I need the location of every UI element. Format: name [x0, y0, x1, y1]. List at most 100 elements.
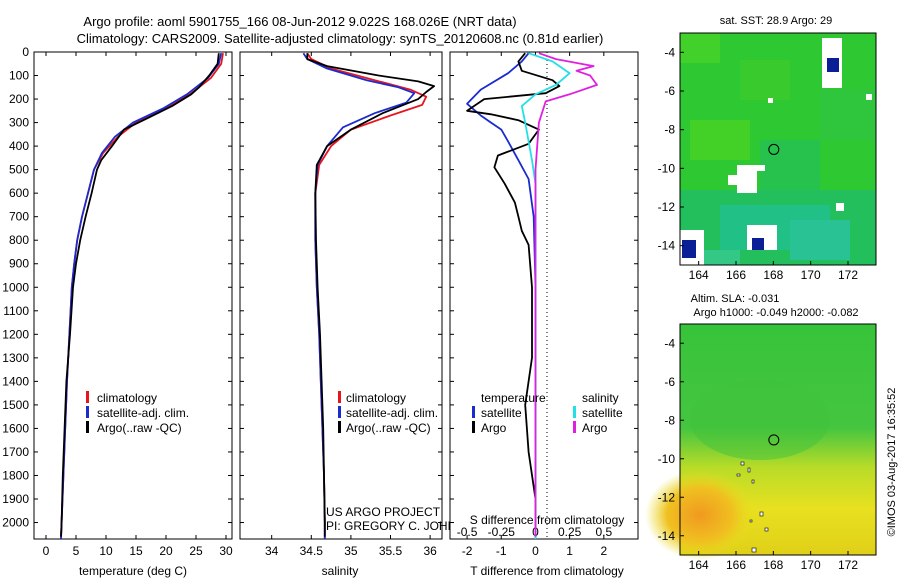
x-tick-label: 25 [189, 544, 203, 558]
diff-series-salinity-argo [534, 52, 598, 537]
y-tick-label: 1000 [2, 280, 29, 294]
map-y-tick-label: -4 [664, 45, 675, 59]
sla-hotspot [645, 470, 755, 560]
salinity-ticks: 34 34.5 35 35.5 36 [240, 51, 442, 558]
x-tick-label: 5 [73, 544, 80, 558]
legend-label-argo: Argo(..raw -QC) [346, 421, 431, 435]
sst-map: sat. SST: 28.9 Argo: 29 [658, 15, 877, 282]
difference-lines [466, 52, 598, 539]
title-line-1: Argo profile: aoml 5901755_166 08-Jun-20… [83, 14, 516, 29]
difference-x-label: T difference from climatology [470, 564, 624, 578]
credit-project: US ARGO PROJECT [326, 505, 441, 519]
y-tick-label: 1500 [2, 398, 29, 412]
y-tick-label: 400 [9, 139, 29, 153]
y-tick-label: 100 [9, 69, 29, 83]
temperature-lines [60, 53, 224, 539]
y-tick-label: 300 [9, 116, 29, 130]
legend-label-temp-argo: Argo [481, 421, 507, 435]
y-tick-label: 1100 [3, 304, 29, 318]
legend-label-temp-satellite: satellite [481, 406, 522, 420]
s-tick-label: 0.5 [595, 525, 612, 539]
difference-axes-frame [449, 51, 639, 540]
x-tick-label: 34.5 [300, 544, 324, 558]
x-tick-label: -1 [496, 544, 507, 558]
s-tick-label: 0.25 [558, 525, 582, 539]
y-tick-label: 900 [9, 257, 29, 271]
temperature-panel: 0100200300400500600700800900100011001200… [2, 45, 233, 578]
legend-swatch-climatology [86, 391, 89, 403]
x-tick-label: 2 [600, 544, 607, 558]
legend-salinity-title: salinity [582, 391, 619, 405]
map-y-tick-label: -14 [658, 529, 676, 543]
sst-map-ticks: 164 166 168 170 172 -4 -6 -8 -10 -12 -14 [658, 45, 859, 282]
sla-map-ticks: 164 166 168 170 172 -4 -6 -8 -10 -12 -14 [658, 336, 859, 572]
sla-islands [736, 461, 769, 553]
map-y-tick-label: -6 [664, 375, 675, 389]
sst-cloud-mask [680, 38, 872, 265]
map-y-tick-label: -12 [658, 200, 676, 214]
temperature-ticks: 0100200300400500600700800900100011001200… [2, 45, 233, 558]
map-x-tick-label: 172 [838, 558, 858, 572]
y-tick-label: 800 [9, 233, 29, 247]
temperature-legend: climatology satellite-adj. clim. Argo(..… [86, 391, 189, 435]
title-line-2: Climatology: CARS2009. Satellite-adjuste… [77, 31, 604, 46]
profile-location-marker [768, 434, 780, 446]
legend-label-sal-satellite: satellite [582, 406, 623, 420]
x-tick-label: 0 [43, 544, 50, 558]
map-y-tick-label: -6 [664, 84, 675, 98]
temperature-axes-frame [33, 51, 233, 540]
sst-map-title: sat. SST: 28.9 Argo: 29 [720, 15, 833, 27]
salinity-x-label: salinity [322, 564, 359, 578]
x-tick-label: 0 [532, 544, 539, 558]
legend-label-argo: Argo(..raw -QC) [97, 421, 182, 435]
s-tick-label: -0.25 [488, 525, 516, 539]
x-tick-label: 35 [344, 544, 358, 558]
map-x-tick-label: 172 [838, 268, 858, 282]
salinity-legend: climatology satellite-adj. clim. Argo(..… [338, 391, 438, 435]
x-tick-label: -2 [462, 544, 473, 558]
map-x-tick-label: 166 [726, 558, 746, 572]
legend-swatch-temp-satellite [472, 406, 475, 418]
x-tick-label: 15 [129, 544, 143, 558]
difference-legend: temperature satellite Argo salinity sate… [472, 391, 623, 435]
legend-label-climatology: climatology [97, 391, 157, 405]
map-y-tick-label: -4 [664, 336, 675, 350]
x-tick-label: 36 [423, 544, 437, 558]
sla-green-patch [690, 380, 830, 460]
sla-map-title-1: Altim. SLA: -0.031 [691, 293, 780, 305]
legend-label-satellite: satellite-adj. clim. [346, 406, 438, 420]
legend-swatch-argo [86, 421, 89, 433]
x-tick-label: 30 [219, 544, 233, 558]
sst-map-texture [680, 33, 876, 265]
y-tick-label: 200 [9, 92, 29, 106]
temperature-x-label: temperature (deg C) [79, 564, 187, 578]
map-x-tick-label: 164 [689, 558, 709, 572]
legend-swatch-sal-satellite [573, 406, 576, 418]
y-tick-label: 1800 [2, 468, 29, 482]
y-tick-label: 700 [9, 210, 29, 224]
sal-series-argo-raw-qc [306, 53, 435, 537]
legend-swatch-temp-argo [472, 421, 475, 433]
legend-swatch-satellite [86, 406, 89, 418]
diff-series-temperature-argo [466, 52, 561, 537]
sla-map-title-2: Argo h1000: -0.049 h2000: -0.082 [693, 307, 858, 319]
legend-label-satellite: satellite-adj. clim. [97, 406, 189, 420]
y-tick-label: 1300 [2, 351, 29, 365]
profile-location-marker [768, 143, 780, 155]
sla-map-frame [679, 323, 877, 556]
timestamp: ©IMOS 03-Aug-2017 16:35:52 [886, 388, 898, 537]
y-tick-label: 1600 [2, 421, 29, 435]
difference-top-label: S difference from climatology [470, 513, 625, 527]
map-y-tick-label: -14 [658, 239, 676, 253]
legend-temperature-title: temperature [481, 391, 546, 405]
salinity-axes-frame [239, 51, 443, 540]
y-tick-label: 1900 [2, 492, 29, 506]
legend-swatch-climatology [338, 391, 341, 403]
map-y-tick-label: -8 [664, 413, 675, 427]
map-y-tick-label: -8 [664, 123, 675, 137]
map-x-tick-label: 170 [801, 268, 821, 282]
y-tick-label: 500 [9, 163, 29, 177]
map-y-tick-label: -12 [658, 490, 676, 504]
